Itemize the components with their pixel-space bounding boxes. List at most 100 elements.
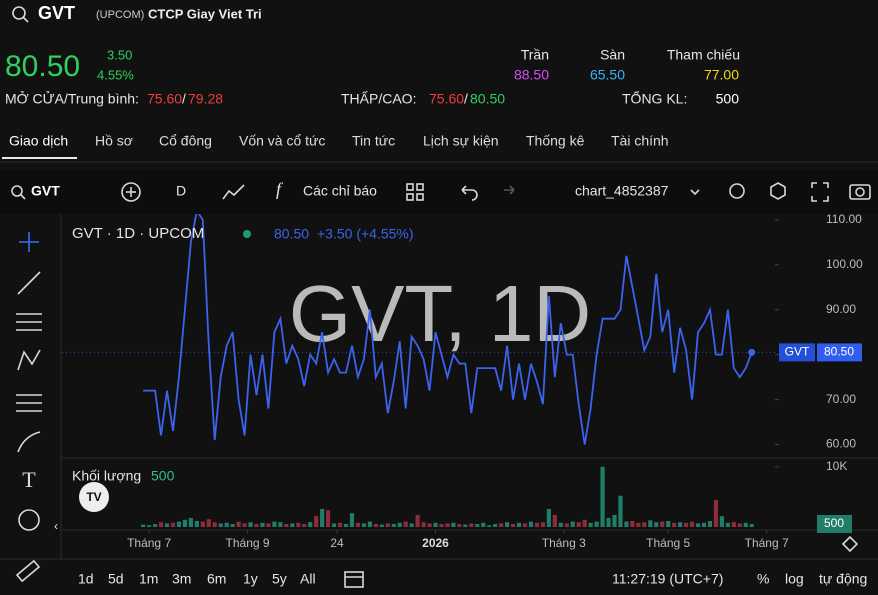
volume-bar (373, 523, 378, 527)
pattern-tool[interactable] (17, 349, 41, 371)
volume-tag: 500 (824, 516, 844, 530)
emoji-tool[interactable] (18, 509, 40, 531)
snapshot[interactable] (849, 184, 871, 200)
symbol-search[interactable] (11, 185, 26, 200)
text-tool[interactable]: T (22, 467, 36, 492)
volume-bar (457, 523, 462, 527)
tab[interactable]: Cổ đông (159, 133, 212, 149)
undo[interactable] (461, 185, 478, 201)
volume-bar (349, 513, 355, 527)
avg: 79.28 (188, 91, 223, 107)
range-button[interactable]: 1m (139, 571, 158, 587)
layout-name[interactable]: chart_4852387 (575, 183, 669, 199)
x-tick-label: 24 (330, 536, 344, 550)
log-toggle[interactable]: log (785, 571, 804, 587)
volume-bar (564, 523, 569, 527)
measure-tool[interactable] (15, 559, 41, 583)
line-tool[interactable] (17, 271, 41, 295)
volume-bar (499, 523, 504, 527)
volume-bar (469, 523, 474, 527)
range-button[interactable]: 5y (272, 571, 287, 587)
watermark: GVT, 1D (289, 269, 591, 358)
volume-bar (534, 522, 540, 527)
percent-toggle[interactable]: % (757, 571, 769, 587)
exchange: (UPCOM) (96, 9, 144, 21)
volume-bar (487, 525, 492, 527)
volume-bar (648, 520, 653, 527)
volume-bar (570, 521, 575, 527)
forecast-tool[interactable] (16, 394, 42, 412)
y-tick-label: 70.00 (826, 392, 856, 406)
volume-bar (630, 520, 635, 527)
change: 3.50 (107, 47, 132, 62)
price-tag-box (817, 343, 862, 362)
volume-bar (170, 522, 176, 527)
volume-bar (522, 523, 528, 527)
volume-bar (427, 523, 432, 527)
search-button[interactable] (12, 6, 29, 23)
volume-bar (439, 523, 444, 527)
x-tick-label: Tháng 7 (745, 536, 789, 550)
volume-bar (636, 522, 641, 527)
low-high-label: THẤP/CAO: (341, 91, 416, 107)
tab[interactable]: Lịch sự kiện (423, 133, 499, 149)
range-button[interactable]: 6m (207, 571, 226, 587)
price-line (143, 214, 753, 445)
volume-bar (397, 522, 402, 527)
tab[interactable]: Vốn và cổ tức (239, 133, 325, 149)
range-button[interactable]: 1y (243, 571, 258, 587)
clock: 11:27:19 (UTC+7) (612, 571, 723, 587)
axis-settings[interactable] (841, 535, 859, 553)
tab[interactable]: Giao dịch (9, 133, 68, 149)
volume-bar (176, 521, 182, 527)
floor-label: Sàn (600, 47, 625, 63)
volume-bar (660, 521, 665, 527)
volume-bar (337, 522, 343, 527)
layout-menu[interactable] (690, 189, 700, 196)
settings[interactable] (770, 182, 786, 200)
interval[interactable]: D (176, 183, 186, 199)
volume-bar (481, 522, 486, 527)
volume-bar (493, 523, 498, 527)
low: 75.60 (429, 91, 464, 107)
ref: 77.00 (704, 67, 739, 83)
compare-button[interactable] (121, 182, 141, 202)
volume-bar (224, 522, 229, 527)
range-button[interactable]: 3m (172, 571, 191, 587)
collapse-toolbar[interactable]: ‹ (54, 519, 58, 533)
auto-toggle[interactable]: tự động (819, 571, 867, 587)
templates[interactable] (406, 183, 424, 201)
crosshair-tool[interactable] (19, 232, 39, 252)
volume-bar (415, 514, 420, 527)
fullscreen[interactable] (811, 182, 829, 202)
y-tick-label: 110.00 (826, 212, 862, 226)
volume-bar (612, 514, 617, 527)
tab[interactable]: Tài chính (611, 133, 669, 149)
volume-bar (194, 520, 199, 527)
chart-type[interactable] (222, 184, 245, 200)
range-button[interactable]: 1d (78, 571, 94, 587)
volume-bar (164, 523, 170, 527)
quick-search[interactable] (729, 183, 745, 199)
range-button[interactable]: 5d (108, 571, 124, 587)
volume-bar (528, 521, 534, 527)
tab[interactable]: Thống kê (526, 133, 585, 149)
volume-bar (540, 522, 545, 527)
legend-price: 80.50 (274, 226, 309, 242)
brush-tool[interactable] (17, 431, 41, 453)
date-range[interactable] (344, 571, 364, 588)
volume-bar (314, 516, 319, 527)
range-button[interactable]: All (300, 571, 316, 587)
indicators[interactable]: Các chỉ báo (303, 183, 377, 199)
volume-bar (331, 523, 337, 527)
volume-bar (433, 522, 438, 527)
tv-logo[interactable] (79, 482, 109, 512)
fib-tool[interactable] (16, 313, 42, 331)
volume-bar (302, 523, 307, 527)
redo[interactable] (504, 185, 515, 195)
tab[interactable]: Hồ sơ (95, 133, 133, 149)
tab[interactable]: Tin tức (352, 133, 395, 149)
symbol[interactable]: GVT (31, 183, 60, 199)
volume-bar (725, 522, 730, 527)
